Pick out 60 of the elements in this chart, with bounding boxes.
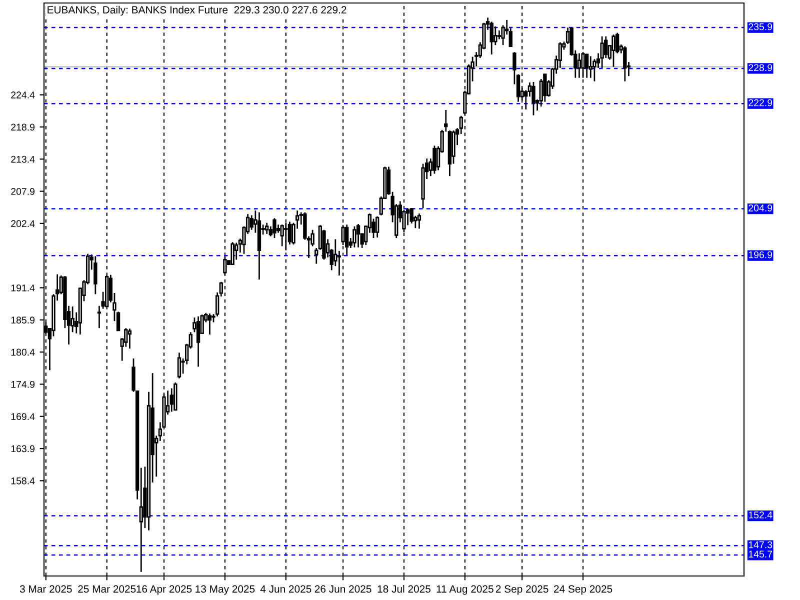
ref-line-label: 152.4 [748, 512, 772, 518]
x-tick-label: 25 Mar 2025 [78, 585, 136, 593]
candlestick [356, 223, 360, 248]
y-tick-label: 174.9 [11, 380, 35, 388]
y-tick-label: 169.4 [11, 413, 35, 420]
ref-line-label: 196.9 [748, 251, 772, 258]
ref-line-label: 222.9 [748, 99, 772, 106]
candlestick [177, 352, 182, 380]
y-tick-label: 191.4 [11, 284, 35, 292]
candlestick [432, 144, 436, 174]
y-tick-label: 207.9 [11, 188, 35, 195]
candlestick [280, 224, 284, 247]
ref-line-label: 235.9 [748, 23, 772, 30]
x-tick-label: 11 Aug 2025 [436, 585, 494, 595]
candlestick [494, 26, 498, 46]
candlestick [97, 305, 102, 329]
candlestick [250, 214, 254, 231]
candlestick [543, 73, 547, 103]
y-tick-label: 202.4 [11, 220, 35, 228]
candlestick [352, 226, 356, 248]
y-tick-label: 224.4 [11, 92, 35, 98]
candlestick [577, 52, 582, 79]
candlestick [452, 130, 456, 164]
candlestick [588, 56, 592, 79]
candlestick [490, 21, 494, 56]
chart-title: EUBANKS, Daily: BANKS Index Future 229.3 230.0 227.6 229.2 [48, 6, 346, 16]
candlestick [532, 81, 536, 116]
x-tick-label: 2 Sep 2025 [496, 585, 548, 595]
y-tick-label: 213.4 [11, 156, 35, 163]
y-tick-label: 218.9 [11, 124, 35, 131]
candlestick [600, 36, 604, 69]
candlestick [208, 312, 212, 336]
ref-line-label: 147.3 [748, 541, 772, 548]
candlestick [196, 316, 200, 368]
candlestick [410, 208, 414, 224]
candlestick [170, 388, 174, 412]
y-tick-label: 185.9 [11, 316, 35, 324]
candlestick [265, 222, 269, 235]
ref-line-label: 204.9 [748, 204, 772, 212]
candlestick [417, 212, 422, 230]
candlestick [128, 328, 132, 350]
x-tick-label: 24 Sep 2025 [554, 585, 612, 595]
candlestick [230, 241, 234, 266]
x-tick-label: 3 Mar 2025 [20, 585, 72, 593]
candlestick [94, 255, 98, 295]
y-tick-label: 180.4 [11, 348, 35, 356]
ref-line-label: 145.7 [748, 550, 772, 558]
candlestick [623, 46, 627, 82]
x-tick-label: 13 May 2025 [196, 585, 255, 595]
candlestick [375, 216, 380, 238]
y-tick-label: 163.9 [11, 445, 35, 452]
ref-line-label: 228.9 [748, 64, 772, 72]
candlestick [272, 217, 276, 239]
candlestick [612, 34, 616, 68]
candlestick [584, 53, 589, 79]
x-tick-label: 18 Jul 2025 [378, 585, 430, 593]
x-tick-label: 26 Jun 2025 [314, 585, 372, 593]
x-tick-label: 4 Jun 2025 [260, 585, 312, 593]
y-tick-label: 158.4 [11, 477, 35, 484]
x-tick-label: 16 Apr 2025 [136, 585, 192, 595]
